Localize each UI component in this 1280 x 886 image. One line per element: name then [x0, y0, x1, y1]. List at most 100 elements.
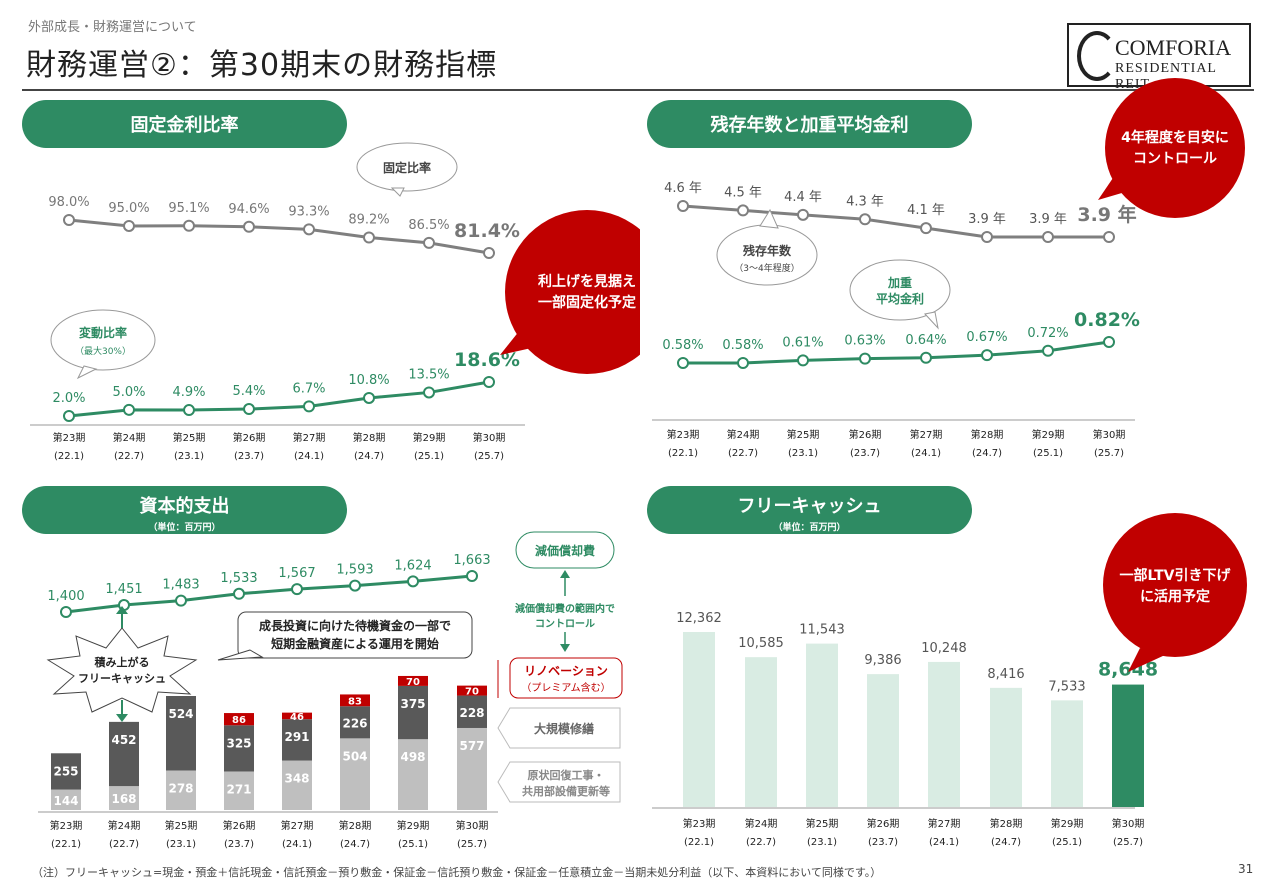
- free-cash-bar: [990, 687, 1022, 807]
- axis-period-label: 第25期: [787, 428, 820, 441]
- depreciation-data-label: 1,593: [336, 563, 373, 578]
- variable-ratio-point: [123, 403, 135, 416]
- weighted-rate-point: [1103, 336, 1115, 348]
- axis-date-label: (23.7): [234, 451, 264, 462]
- capex-bar-segment: [457, 685, 487, 696]
- fixed-ratio-point: [183, 219, 195, 232]
- capex-bar-segment: [282, 719, 312, 761]
- remaining-axis-labels: 第23期 (22.1) 第24期 (22.7) 第25期 (23.1) 第26期 (23.7)…: [667, 428, 1126, 459]
- variable-ratio-callout-sub: （最大30%）: [75, 345, 131, 357]
- remaining-years-point: [981, 231, 993, 243]
- free-cash-data-label: 8,416: [987, 667, 1024, 682]
- short-term-box: [237, 611, 473, 659]
- axis-period-label: 第25期: [806, 817, 839, 830]
- capex-bar-label: 452: [111, 733, 136, 747]
- capex-bar-label: 325: [226, 736, 251, 750]
- axis-date-label: (25.1): [414, 451, 444, 462]
- variable-ratio-data-label: 10.8%: [348, 373, 389, 388]
- variable-ratio-data-label: 18.6%: [454, 349, 520, 371]
- variable-ratio-point: [303, 400, 315, 413]
- capex-bar-label: 86: [232, 715, 246, 726]
- logo-line1: COMFORIA: [1115, 35, 1232, 60]
- legend-large-repair: 大規模修繕: [497, 707, 621, 749]
- remaining-years-data-label: 4.6 年: [664, 181, 702, 196]
- remaining-years-point: [920, 222, 932, 235]
- fixed-ratio-point: [123, 219, 135, 232]
- free-cash-bar: [806, 643, 838, 807]
- accumulating-cash-callout: 積み上がる フリーキャッシュ: [46, 606, 198, 722]
- capex-bar-label: 291: [284, 730, 309, 744]
- axis-period-label: 第28期: [971, 428, 1004, 441]
- weighted-rate-data-label: 0.64%: [905, 333, 946, 348]
- axis-date-label: (24.1): [294, 451, 324, 462]
- depreciation-callout: 減価償却費 減価償却費の範囲内で コントロール: [515, 531, 615, 652]
- axis-period-label: 第27期: [281, 819, 314, 832]
- weighted-rate-series: 0.58% 0.58% 0.61% 0.63% 0.64% 0.67% 0.72% 0.82%: [662, 309, 1140, 369]
- remaining-years-series: 4.6 年 4.5 年 4.4 年 4.3 年 4.1 年 3.9 年 3.9 年 3.9 年: [664, 181, 1137, 243]
- short-term-tail: [217, 649, 264, 661]
- capex-bar-segment: [457, 727, 487, 810]
- axis-date-label: (23.7): [850, 448, 880, 459]
- capex-chart: 144 255 168 452 278 524 271 325 86 348 291 46 504 226…: [38, 531, 623, 850]
- legend-large-repair-box: [497, 707, 621, 749]
- variable-ratio-point: [483, 376, 495, 388]
- arrow-down-icon: [560, 644, 570, 652]
- free-cash-data-label: 9,386: [864, 653, 901, 668]
- title-divider: [22, 89, 1254, 91]
- capex-bar-segment: [398, 675, 428, 686]
- depreciation-data-label: 1,451: [105, 582, 142, 597]
- ltv-bubble-tail: [1128, 648, 1165, 672]
- weighted-rate-point: [797, 354, 809, 367]
- capex-bar-segment: [109, 786, 139, 810]
- remaining-years-line: [682, 204, 1109, 239]
- remaining-years-point: [677, 200, 689, 212]
- weighted-rate-data-label: 0.61%: [782, 335, 823, 350]
- years-target-text-2: コントロール: [1133, 151, 1217, 167]
- depreciation-line: [65, 574, 473, 614]
- free-cash-data-label: 10,585: [738, 636, 784, 651]
- fixed-ratio-data-label: 94.6%: [228, 202, 269, 217]
- panel-title-capex: 資本的支出 （単位：百万円）: [22, 486, 347, 534]
- footnote: （注）フリーキャッシュ=現金・預金＋信託現金・信託預金－預り敷金・保証金－信託預…: [32, 866, 882, 879]
- panel-title-fcf-text: フリーキャッシュ: [737, 496, 882, 517]
- panel-unit-capex: （単位：百万円）: [148, 523, 221, 533]
- remaining-years-callout-sub: （3～4年程度）: [734, 262, 799, 274]
- capex-bar-segment: [457, 695, 487, 728]
- depr-control-text-2: コントロール: [535, 618, 595, 630]
- legend-restore-text-2: 共用部設備更新等: [522, 784, 610, 798]
- fixed-ratio-data-label: 81.4%: [454, 220, 520, 242]
- weighted-rate-point: [859, 352, 871, 365]
- axis-period-label: 第30期: [473, 431, 506, 444]
- weighted-rate-line: [683, 340, 1110, 365]
- depreciation-data-label: 1,483: [162, 578, 199, 593]
- depreciation-data-label: 1,533: [220, 571, 257, 586]
- page-title: 財務運営②：第30期末の財務指標: [26, 48, 498, 83]
- depreciation-box: [515, 531, 615, 569]
- capex-bar-segment: [340, 738, 370, 810]
- variable-ratio-data-label: 6.7%: [292, 381, 325, 396]
- arrow-up-icon: [560, 570, 570, 578]
- capex-bar-segment: [51, 753, 81, 790]
- fixed-ratio-point: [63, 214, 75, 226]
- remaining-years-chart: 4.6 年 4.5 年 4.4 年 4.3 年 4.1 年 3.9 年 3.9 年 3.9 年…: [652, 78, 1245, 459]
- capex-bar-label: 498: [400, 750, 425, 764]
- years-target-callout: 4年程度を目安に コントロール: [1098, 78, 1245, 218]
- capex-bar-label: 504: [342, 749, 367, 763]
- panel-title-fcf: フリーキャッシュ （単位：百万円）: [647, 486, 972, 534]
- panel-unit-fcf: （単位：百万円）: [773, 523, 846, 533]
- remaining-years-data-label: 4.1 年: [907, 203, 945, 218]
- remaining-years-point: [1042, 231, 1054, 243]
- years-target-text-1: 4年程度を目安に: [1121, 129, 1229, 146]
- axis-date-label: (24.7): [340, 839, 370, 850]
- remaining-years-bubble-tail: [759, 208, 779, 229]
- remaining-years-callout: 残存年数 （3～4年程度）: [716, 208, 818, 286]
- weighted-rate-callout: 加重 平均金利: [849, 259, 951, 330]
- axis-period-label: 第29期: [1032, 428, 1065, 441]
- capex-bar-segment: [282, 760, 312, 810]
- ltv-bubble: [1103, 513, 1247, 657]
- axis-period-label: 第26期: [849, 428, 882, 441]
- capex-bar-segment: [224, 713, 254, 726]
- fixed-ratio-bubble-tail: [390, 187, 405, 197]
- axis-date-label: (22.1): [54, 451, 84, 462]
- weighted-rate-bubble-tail: [924, 311, 939, 330]
